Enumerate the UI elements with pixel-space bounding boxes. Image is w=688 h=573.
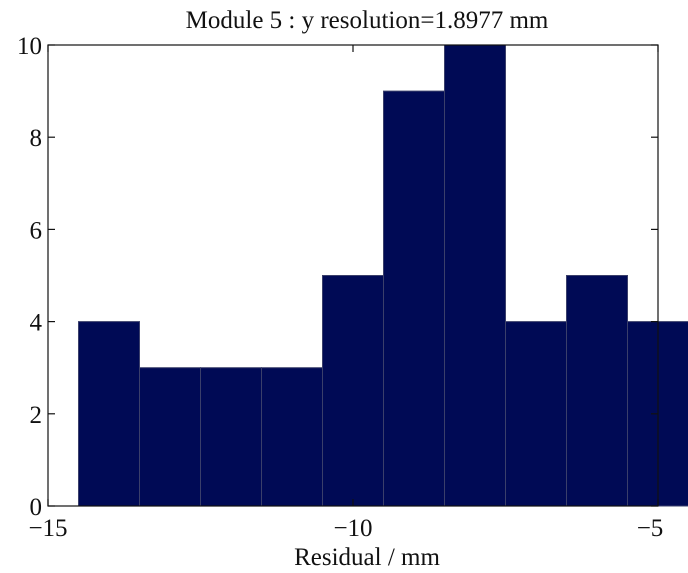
x-axis: −15 −10 −5 — [28, 45, 663, 542]
x-tick-label-2: −10 — [333, 515, 372, 542]
y-tick-label-5: 8 — [30, 125, 43, 152]
histogram-bar-5 — [322, 275, 384, 507]
x-axis-label: Residual / mm — [294, 544, 440, 571]
histogram-bar-8 — [505, 321, 567, 507]
y-tick-label-3: 4 — [30, 310, 43, 337]
bars-layer — [78, 44, 688, 507]
histogram-bar-4 — [261, 367, 323, 507]
histogram-bar-9 — [566, 275, 628, 507]
histogram-bar-2 — [139, 367, 201, 507]
y-axis: 0 2 4 6 8 10 — [17, 33, 658, 521]
x-tick-label-3: −5 — [637, 515, 664, 542]
chart-title: Module 5 : y resolution=1.8977 mm — [186, 7, 549, 34]
y-tick-label-1: 0 — [30, 494, 43, 521]
y-tick-label-6: 10 — [17, 33, 42, 60]
histogram-bar-1 — [78, 321, 140, 507]
y-tick-label-4: 6 — [30, 217, 43, 244]
histogram-bar-6 — [383, 90, 445, 507]
x-tick-label-1: −15 — [28, 515, 67, 542]
histogram-bar-3 — [200, 367, 262, 507]
y-tick-label-2: 2 — [30, 402, 43, 429]
histogram-bar-7 — [444, 44, 506, 507]
